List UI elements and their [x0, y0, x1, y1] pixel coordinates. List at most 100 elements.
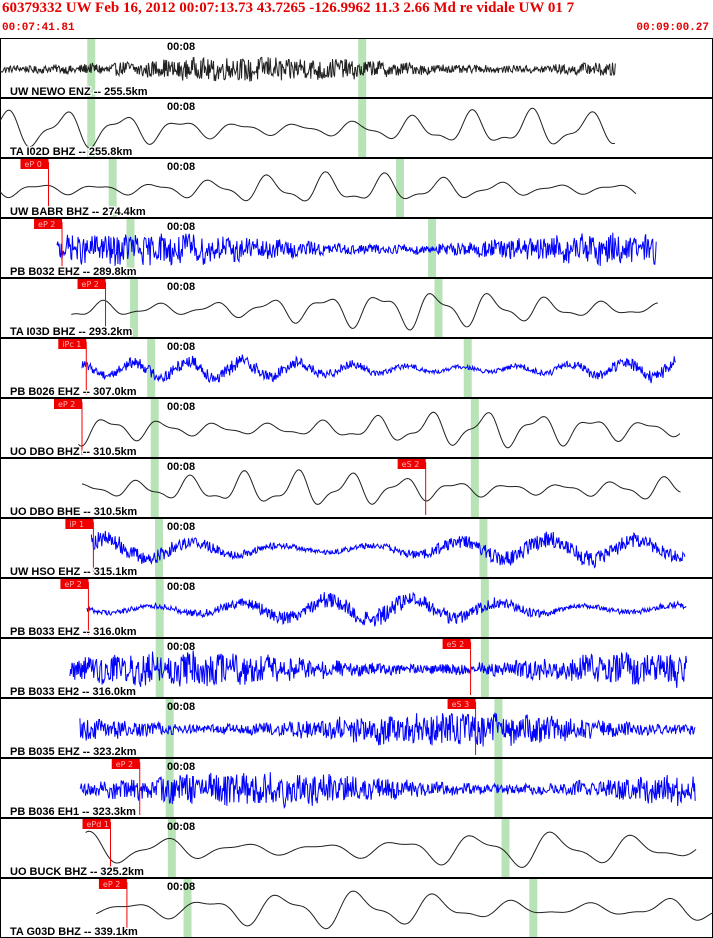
station-label: PB B033 EHZ -- 316.0km	[10, 626, 137, 638]
trace-panel: 00:08 ePd 1 UO BUCK BHZ -- 325.2km	[0, 818, 713, 879]
trace-panel: 00:08 eP 2 PB B032 EHZ -- 289.8km	[0, 218, 713, 279]
waveform	[69, 650, 688, 688]
station-label: TA I02D BHZ -- 255.8km	[10, 146, 132, 158]
window-band	[358, 99, 367, 157]
pick-flag	[60, 579, 89, 589]
trace-panel: 00:08 iP 1 UW HSO EHZ -- 315.1km	[0, 518, 713, 579]
pick-label: eP 0	[24, 160, 41, 169]
station-label: UO DBO BHZ -- 310.5km	[10, 446, 137, 458]
pick-label: eP 2	[103, 880, 120, 889]
waveform	[81, 354, 677, 384]
time-tick-label: 00:08	[167, 281, 195, 293]
station-label: UW HSO EHZ -- 315.1km	[10, 566, 137, 578]
seismogram-plot[interactable]: 00:08 UW NEWO ENZ -- 255.5km 00:08 TA I02D …	[0, 38, 713, 938]
trace-panel: 00:08 eP 2 UO DBO BHZ -- 310.5km	[0, 398, 713, 459]
pick-label: eS 2	[402, 460, 420, 469]
window-band	[126, 219, 135, 277]
station-label: PB B035 EHZ -- 323.2km	[10, 746, 137, 758]
trace-panel: 00:08 eP 2 PB B033 EHZ -- 316.0km	[0, 578, 713, 639]
waveform	[90, 530, 686, 569]
window-band	[470, 459, 479, 517]
station-label: PB B032 EHZ -- 289.8km	[10, 266, 137, 278]
waveform	[0, 56, 616, 82]
pick-flag	[447, 699, 476, 709]
time-tick-label: 00:08	[167, 341, 195, 353]
time-tick-label: 00:08	[167, 41, 195, 53]
time-tick-label: 00:08	[167, 701, 195, 713]
waveform	[96, 890, 713, 930]
station-label: UW NEWO ENZ -- 255.5km	[10, 86, 148, 98]
window-band	[480, 579, 489, 637]
time-tick-label: 00:08	[167, 161, 195, 173]
pick-label: eP 2	[64, 580, 81, 589]
window-band	[154, 519, 163, 577]
station-label: UO DBO BHE -- 310.5km	[10, 506, 137, 518]
trace-panel: 00:08 UW NEWO ENZ -- 255.5km	[0, 38, 713, 99]
trace-panel: 00:08 eP 0 UW BABR BHZ -- 274.4km	[0, 158, 713, 219]
trace-panel: 00:08 eS 2 UO DBO BHE -- 310.5km	[0, 458, 713, 519]
pick-flag	[82, 819, 111, 829]
start-time: 00:07:41.81	[2, 22, 75, 34]
pick-flag	[397, 459, 426, 469]
time-tick-label: 00:08	[167, 581, 195, 593]
waveform	[85, 830, 697, 868]
time-tick-label: 00:08	[167, 641, 195, 653]
trace-panel: 00:08 eS 2 PB B033 EH2 -- 316.0km	[0, 638, 713, 699]
trace-panel: 00:08 eS 3 PB B035 EHZ -- 323.2km	[0, 698, 713, 759]
window-band	[155, 579, 164, 637]
pick-label: eS 2	[447, 640, 465, 649]
trace-panel: 00:08 eP 2 TA G03D BHZ -- 339.1km	[0, 878, 713, 938]
waveform	[0, 107, 616, 149]
pick-label: eP 2	[58, 400, 75, 409]
window-band	[529, 879, 538, 937]
window-band	[183, 879, 192, 937]
waveform	[79, 712, 696, 747]
header: 60379332 UW Feb 16, 2012 00:07:13.73 43.…	[0, 0, 713, 38]
waveform	[79, 772, 696, 809]
time-tick-label: 00:08	[167, 821, 195, 833]
station-label: UO BUCK BHZ -- 325.2km	[10, 866, 144, 878]
window-band	[470, 399, 479, 457]
window-band	[147, 339, 156, 397]
pick-flag	[111, 759, 140, 769]
pick-flag	[58, 339, 87, 349]
time-tick-label: 00:08	[167, 881, 195, 893]
pick-flag	[77, 279, 106, 289]
pick-flag	[34, 219, 63, 229]
waveform	[0, 171, 637, 202]
pick-flag	[98, 879, 127, 889]
station-label: UW BABR BHZ -- 274.4km	[10, 206, 146, 218]
waveform	[78, 411, 681, 449]
pick-label: eP 2	[116, 760, 133, 769]
trace-panel: 00:08 TA I02D BHZ -- 255.8km	[0, 98, 713, 159]
window-band	[150, 459, 159, 517]
pick-flag	[20, 159, 49, 169]
waveform	[86, 591, 687, 627]
window-band	[130, 279, 139, 337]
waveform	[81, 469, 681, 505]
window-band	[434, 279, 443, 337]
pick-label: eS 3	[452, 700, 470, 709]
window-band	[395, 159, 404, 217]
time-tick-label: 00:08	[167, 101, 195, 113]
time-tick-label: 00:08	[167, 401, 195, 413]
pick-label: eP 2	[38, 220, 55, 229]
trace-panel: 00:08 eP 2 TA I03D BHZ -- 293.2km	[0, 278, 713, 339]
window-band	[165, 759, 174, 817]
waveform	[56, 232, 657, 267]
window-band	[501, 819, 510, 877]
pick-label: eP 2	[82, 280, 99, 289]
station-label: PB B033 EH2 -- 316.0km	[10, 686, 136, 698]
time-tick-label: 00:08	[167, 461, 195, 473]
station-label: PB B036 EH1 -- 323.3km	[10, 806, 136, 818]
waveform	[71, 292, 658, 331]
station-label: PB B026 EHZ -- 307.0km	[10, 386, 137, 398]
time-tick-label: 00:08	[167, 221, 195, 233]
pick-label: ePd 1	[87, 820, 109, 829]
window-band	[167, 819, 176, 877]
station-label: TA G03D BHZ -- 339.1km	[10, 926, 138, 938]
time-tick-label: 00:08	[167, 761, 195, 773]
pick-label: iPc 1	[62, 340, 81, 349]
pick-flag	[53, 399, 82, 409]
trace-panel: 00:08 eP 2 PB B036 EH1 -- 323.3km	[0, 758, 713, 819]
